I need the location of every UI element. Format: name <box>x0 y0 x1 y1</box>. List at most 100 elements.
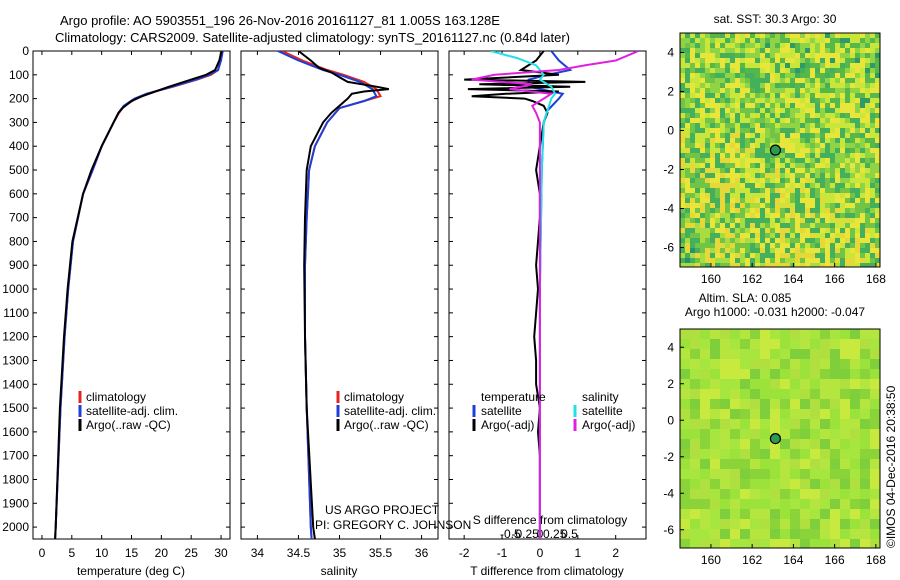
map-cell <box>755 168 760 173</box>
map-cell <box>820 33 825 38</box>
map-x-tick-label: 164 <box>783 553 803 567</box>
map-cell <box>810 329 820 339</box>
map-cell <box>810 178 815 183</box>
map-cell <box>795 128 800 133</box>
sst-map-frame <box>679 32 881 268</box>
map-cell <box>760 78 765 83</box>
map-cell <box>720 263 725 267</box>
map-cell <box>720 193 725 198</box>
map-cell <box>760 93 765 98</box>
map-cell <box>790 449 800 459</box>
map-cell <box>710 168 715 173</box>
map-cell <box>690 248 695 253</box>
map-cell <box>730 113 735 118</box>
map-cell <box>845 253 850 258</box>
map-cell <box>855 123 860 128</box>
map-cell <box>830 248 835 253</box>
legend-label-t-argo: Argo(-adj) <box>481 418 534 432</box>
map-cell <box>815 188 820 193</box>
map-cell <box>865 98 870 103</box>
map-cell <box>840 213 845 218</box>
map-cell <box>820 88 825 93</box>
map-cell <box>830 83 835 88</box>
map-cell <box>815 163 820 168</box>
map-cell <box>755 148 760 153</box>
map-cell <box>815 103 820 108</box>
map-cell <box>850 419 860 429</box>
map-cell <box>715 128 720 133</box>
map-cell <box>710 479 720 489</box>
map-cell <box>720 379 730 389</box>
sla-map-frame <box>679 328 881 549</box>
map-cell <box>710 399 720 409</box>
map-cell <box>750 243 755 248</box>
map-cell <box>785 223 790 228</box>
map-cell <box>740 198 745 203</box>
map-cell <box>840 233 845 238</box>
map-cell <box>830 198 835 203</box>
map-cell <box>860 168 865 173</box>
map-cell <box>820 163 825 168</box>
map-cell <box>860 469 870 479</box>
map-cell <box>740 113 745 118</box>
map-cell <box>805 63 810 68</box>
map-cell <box>860 78 865 83</box>
map-cell <box>865 258 870 263</box>
map-cell <box>740 138 745 143</box>
map-cell <box>785 93 790 98</box>
map-cell <box>805 148 810 153</box>
map-cell <box>855 108 860 113</box>
map-cell <box>695 188 700 193</box>
map-cell <box>875 38 880 43</box>
map-cell <box>830 213 835 218</box>
map-cell <box>765 253 770 258</box>
map-cell <box>845 113 850 118</box>
x-tick-label: 20 <box>155 546 169 560</box>
map-cell <box>710 509 720 519</box>
map-cell <box>690 53 695 58</box>
map-cell <box>770 379 780 389</box>
map-cell <box>820 68 825 73</box>
x-tick-label: -2 <box>459 546 470 560</box>
map-cell <box>840 123 845 128</box>
map-cell <box>730 419 740 429</box>
map-cell <box>745 118 750 123</box>
map-cell <box>870 238 875 243</box>
map-cell <box>815 133 820 138</box>
map-cell <box>760 429 770 439</box>
map-cell <box>690 153 695 158</box>
map-cell <box>800 243 805 248</box>
map-cell <box>690 399 700 409</box>
map-cell <box>825 98 830 103</box>
map-cell <box>760 128 765 133</box>
map-y-tick-label: -6 <box>663 241 674 255</box>
map-cell <box>725 33 730 38</box>
map-cell <box>705 143 710 148</box>
map-cell <box>705 243 710 248</box>
map-cell <box>725 168 730 173</box>
map-cell <box>690 529 700 539</box>
map-cell <box>750 78 755 83</box>
map-cell <box>755 143 760 148</box>
map-cell <box>720 489 730 499</box>
map-cell <box>690 113 695 118</box>
map-cell <box>815 73 820 78</box>
map-cell <box>820 509 830 519</box>
map-cell <box>750 449 760 459</box>
map-cell <box>700 88 705 93</box>
map-cell <box>730 519 740 529</box>
map-cell <box>710 369 720 379</box>
map-cell <box>790 118 795 123</box>
map-cell <box>715 188 720 193</box>
map-cell <box>870 83 875 88</box>
map-cell <box>740 88 745 93</box>
map-cell <box>840 143 845 148</box>
map-cell <box>710 263 715 267</box>
map-cell <box>720 158 725 163</box>
map-cell <box>705 133 710 138</box>
map-cell <box>865 143 870 148</box>
map-cell <box>680 213 685 218</box>
map-cell <box>810 88 815 93</box>
map-cell <box>795 183 800 188</box>
map-cell <box>690 93 695 98</box>
